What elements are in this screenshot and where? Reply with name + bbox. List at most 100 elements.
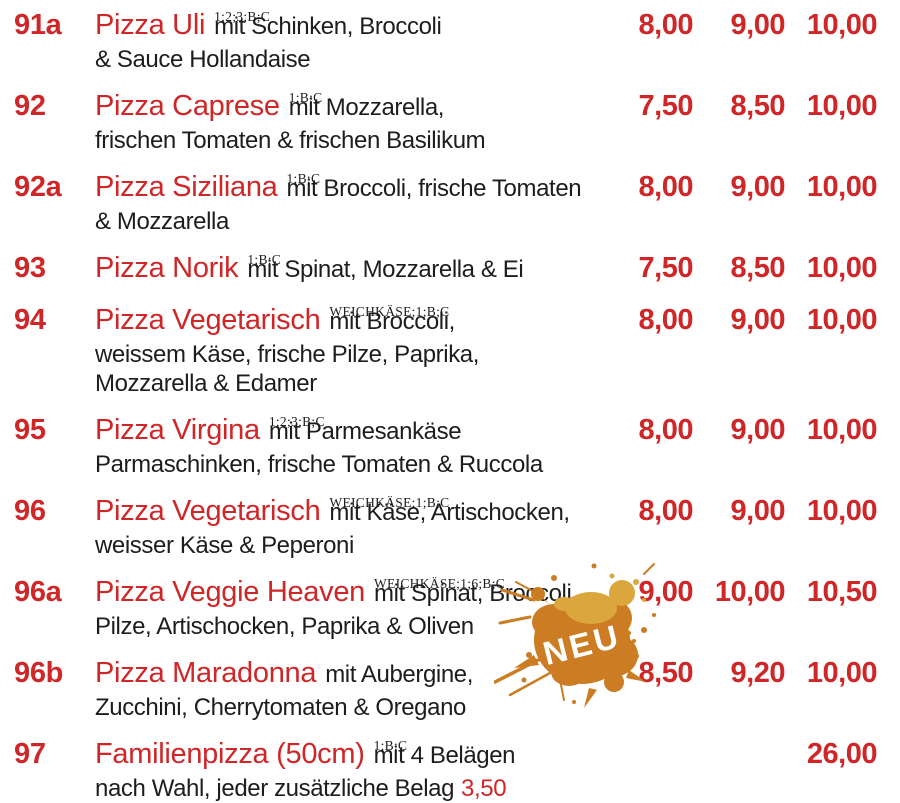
item-description-line: nach Wahl, jeder zusätzliche Belag 3,50 xyxy=(95,774,621,803)
pizza-name: Pizza Caprese xyxy=(95,90,280,122)
pizza-name: Pizza Norik xyxy=(95,252,239,284)
price-medium: 8,50 xyxy=(730,252,786,284)
item-text: Pizza Virgina 1;2;3;B;Cmit Parmesankäse P… xyxy=(95,414,621,479)
item-title-line: Pizza Norik 1;B;Cmit Spinat, Mozzarella &… xyxy=(95,252,524,284)
item-description-inline: mit Mozzarella, xyxy=(288,94,445,121)
item-title-line: Familienpizza (50cm) 1;B;Cmit 4 Belägen xyxy=(95,738,516,770)
pizza-name: Familienpizza (50cm) xyxy=(95,738,365,770)
item-description-line: frischen Tomaten & frischen Basilikum xyxy=(95,126,621,155)
pizza-name: Pizza Siziliana xyxy=(95,171,278,203)
menu-item-row: 96a Pizza Veggie Heaven WEICHKÄSE;1;6;B;C… xyxy=(14,576,878,641)
description-text: Parmaschinken, frische Tomaten & Ruccola xyxy=(95,451,543,478)
item-number: 96 xyxy=(14,495,46,527)
price-small: 8,00 xyxy=(638,495,694,527)
menu-item-row: 96b Pizza Maradonna mit Aubergine, Zucchi… xyxy=(14,657,878,722)
menu-item-row: 93 Pizza Norik 1;B;Cmit Spinat, Mozzarell… xyxy=(14,252,878,288)
price-medium: 9,00 xyxy=(730,304,786,336)
item-number: 93 xyxy=(14,252,46,284)
pizza-name: Pizza Maradonna xyxy=(95,657,317,689)
item-description-line: Mozzarella & Edamer xyxy=(95,369,621,398)
item-title-line: Pizza Vegetarisch WEICHKÄSE;1;B;Cmit Käse… xyxy=(95,495,570,527)
item-text: Pizza Veggie Heaven WEICHKÄSE;1;6;B;Cmit … xyxy=(95,576,621,641)
menu-item-row: 92 Pizza Caprese 1;B;Cmit Mozzarella, fri… xyxy=(14,90,878,155)
item-title-line: Pizza Veggie Heaven WEICHKÄSE;1;6;B;Cmit … xyxy=(95,576,578,608)
item-number: 96b xyxy=(14,657,64,689)
description-text: & Mozzarella xyxy=(95,208,229,235)
item-number: 95 xyxy=(14,414,46,446)
item-title-line: Pizza Caprese 1;B;Cmit Mozzarella, xyxy=(95,90,445,122)
item-text: Familienpizza (50cm) 1;B;Cmit 4 Belägen n… xyxy=(95,738,621,803)
pizza-name: Pizza Virgina xyxy=(95,414,260,446)
menu-item-row: 96 Pizza Vegetarisch WEICHKÄSE;1;B;Cmit K… xyxy=(14,495,878,560)
price-small: 7,50 xyxy=(638,90,694,122)
item-title-line: Pizza Vegetarisch WEICHKÄSE;1;B;Cmit Broc… xyxy=(95,304,455,336)
price-small: 8,00 xyxy=(638,171,694,203)
menu-item-row: 97 Familienpizza (50cm) 1;B;Cmit 4 Beläge… xyxy=(14,738,878,803)
description-text: & Sauce Hollandaise xyxy=(95,46,311,73)
item-description-line: weissem Käse, frische Pilze, Paprika, xyxy=(95,340,621,369)
description-text: nach Wahl, jeder zusätzliche Belag xyxy=(95,775,455,802)
price-small: 8,00 xyxy=(638,9,694,41)
item-title-line: Pizza Maradonna mit Aubergine, xyxy=(95,658,621,693)
item-description-line: Parmaschinken, frische Tomaten & Ruccola xyxy=(95,450,621,479)
price-large: 10,00 xyxy=(806,252,878,284)
price-small: 8,50 xyxy=(638,657,694,689)
item-text: Pizza Vegetarisch WEICHKÄSE;1;B;Cmit Broc… xyxy=(95,304,621,398)
price-medium: 9,00 xyxy=(730,414,786,446)
item-description-line: & Mozzarella xyxy=(95,207,621,236)
item-title-line: Pizza Siziliana 1;B;Cmit Broccoli, frisch… xyxy=(95,171,582,203)
item-description-inline: mit Parmesankäse xyxy=(268,418,462,445)
price-small: 9,00 xyxy=(638,576,694,608)
description-text: weisser Käse & Peperoni xyxy=(95,532,354,559)
price-medium: 9,00 xyxy=(730,9,786,41)
item-text: Pizza Uli 1;2;3;B;Cmit Schinken, Broccoli… xyxy=(95,9,621,74)
item-description-line: & Sauce Hollandaise xyxy=(95,45,621,74)
item-description-line: Zucchini, Cherrytomaten & Oregano xyxy=(95,693,621,722)
pizza-menu-page: { "colors": { "accent_red": "#cf2628", "… xyxy=(14,9,878,802)
item-text: Pizza Caprese 1;B;Cmit Mozzarella, frisch… xyxy=(95,90,621,155)
item-description-line: Pilze, Artischocken, Paprika & Oliven xyxy=(95,612,621,641)
price-medium: 9,00 xyxy=(730,495,786,527)
item-description-inline: mit Schinken, Broccoli xyxy=(214,13,442,40)
item-description-line: weisser Käse & Peperoni xyxy=(95,531,621,560)
item-number: 97 xyxy=(14,738,46,770)
pizza-name: Pizza Vegetarisch xyxy=(95,304,321,336)
menu-item-row: 91a Pizza Uli 1;2;3;B;Cmit Schinken, Broc… xyxy=(14,9,878,74)
item-title-line: Pizza Virgina 1;2;3;B;Cmit Parmesankäse xyxy=(95,414,462,446)
item-description-inline: mit Broccoli, xyxy=(329,308,455,335)
price-small: 8,00 xyxy=(638,304,694,336)
item-description-inline: mit Käse, Artischocken, xyxy=(329,499,570,526)
price-large: 10,50 xyxy=(806,576,878,608)
description-text: Pilze, Artischocken, Paprika & Oliven xyxy=(95,613,474,640)
item-number: 92 xyxy=(14,90,46,122)
item-description-inline: mit Spinat, Mozzarella & Ei xyxy=(247,256,524,283)
price-medium: 9,20 xyxy=(730,657,786,689)
pizza-name: Pizza Vegetarisch xyxy=(95,495,321,527)
price-medium: 8,50 xyxy=(730,90,786,122)
description-text: Zucchini, Cherrytomaten & Oregano xyxy=(95,694,466,721)
item-text: Pizza Siziliana 1;B;Cmit Broccoli, frisch… xyxy=(95,171,621,236)
item-title-line: Pizza Uli 1;2;3;B;Cmit Schinken, Broccoli xyxy=(95,9,442,41)
item-number: 91a xyxy=(14,9,62,41)
menu-item-row: 92a Pizza Siziliana 1;B;Cmit Broccoli, fr… xyxy=(14,171,878,236)
item-description-inline: mit Aubergine, xyxy=(325,661,474,688)
item-number: 94 xyxy=(14,304,46,336)
price-large: 10,00 xyxy=(806,304,878,336)
price-medium: 9,00 xyxy=(730,171,786,203)
price-large: 10,00 xyxy=(806,171,878,203)
item-number: 96a xyxy=(14,576,62,608)
item-description-inline: mit Broccoli, frische Tomaten xyxy=(286,175,582,202)
price-large: 10,00 xyxy=(806,414,878,446)
pizza-name: Pizza Veggie Heaven xyxy=(95,576,365,608)
price-large: 10,00 xyxy=(806,9,878,41)
item-number: 92a xyxy=(14,171,62,203)
price-small: 7,50 xyxy=(638,252,694,284)
menu-item-row: 95 Pizza Virgina 1;2;3;B;Cmit Parmesankäs… xyxy=(14,414,878,479)
price-large: 10,00 xyxy=(806,90,878,122)
menu-item-row: 94 Pizza Vegetarisch WEICHKÄSE;1;B;Cmit B… xyxy=(14,304,878,398)
description-text: Mozzarella & Edamer xyxy=(95,370,317,397)
item-text: Pizza Maradonna mit Aubergine, Zucchini, … xyxy=(95,658,621,722)
price-medium: 10,00 xyxy=(714,576,786,608)
description-text: frischen Tomaten & frischen Basilikum xyxy=(95,127,486,154)
